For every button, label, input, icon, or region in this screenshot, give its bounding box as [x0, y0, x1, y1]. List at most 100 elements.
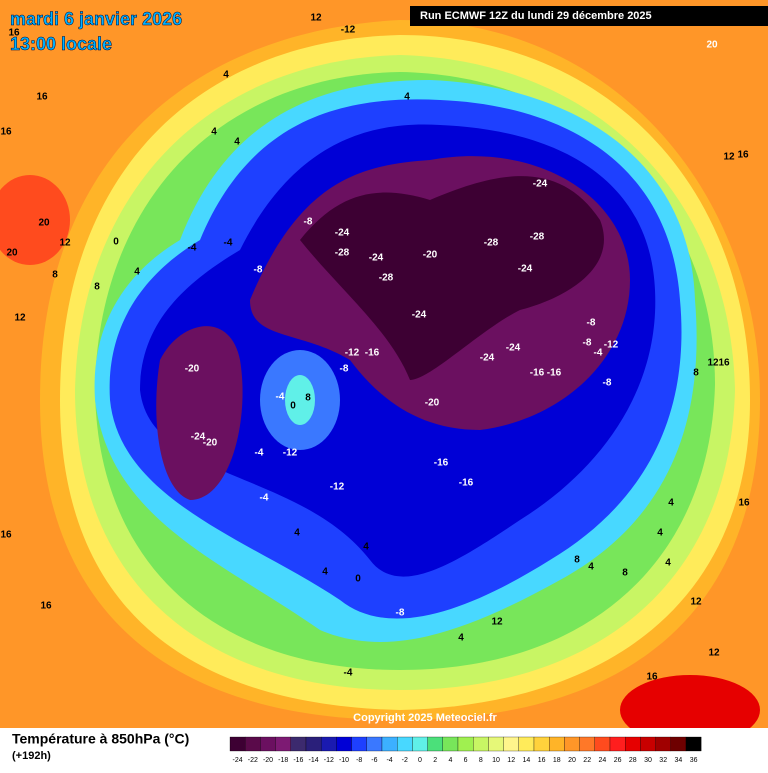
contour-label: 12	[59, 238, 71, 249]
contour-label: 16	[738, 498, 750, 509]
colorbar-swatch	[290, 736, 307, 752]
colorbar-tick-label: 36	[690, 757, 698, 764]
colorbar-swatch	[473, 736, 489, 752]
colorbar-swatch	[685, 736, 702, 752]
colorbar-swatch	[366, 736, 383, 752]
contour-label: 0	[113, 237, 119, 248]
colorbar-tick-label: 4	[448, 757, 452, 764]
contour-label: -16	[365, 348, 380, 359]
colorbar-swatch	[381, 736, 398, 752]
contour-label: 0	[290, 401, 296, 412]
contour-label: 8	[305, 393, 311, 404]
colorbar-tick-label: 10	[492, 757, 500, 764]
colorbar-tick-label: 16	[538, 757, 546, 764]
contour-label: -4	[276, 392, 285, 403]
colorbar-swatch	[549, 736, 565, 752]
colorbar-tick-label: -24	[233, 757, 243, 764]
contour-label: 12	[707, 358, 719, 369]
run-info: Run ECMWF 12Z du lundi 29 décembre 2025	[420, 10, 652, 22]
contour-label: 4	[588, 562, 594, 573]
contour-label: 8	[574, 555, 580, 566]
colorbar-swatch	[397, 736, 413, 752]
contour-label: -24	[335, 228, 350, 239]
contour-label: 4	[363, 542, 369, 553]
contour-label: -16	[530, 368, 545, 379]
colorbar-swatch	[594, 736, 611, 752]
colorbar-tick-label: -12	[324, 757, 334, 764]
contour-label: 4	[668, 498, 674, 509]
colorbar-tick-label: -8	[356, 757, 362, 764]
colorbar-tick-label: 32	[659, 757, 667, 764]
contour-label: 12	[708, 648, 720, 659]
colorbar-swatch	[427, 736, 443, 752]
colorbar-swatch	[229, 736, 246, 752]
contour-label: -20	[185, 364, 200, 375]
contour-label: 4	[458, 633, 464, 644]
contour-label: 12	[723, 152, 735, 163]
colorbar-tick-label: -16	[293, 757, 303, 764]
colorbar-tick-label: 12	[507, 757, 515, 764]
colorbar-swatch	[579, 736, 595, 752]
contour-label: -8	[587, 318, 596, 329]
colorbar-tick-label: 30	[644, 757, 652, 764]
colorbar-tick-label: 18	[553, 757, 561, 764]
contour-label: 20	[38, 218, 50, 229]
contour-label: -12	[330, 482, 345, 493]
colorbar-swatch	[412, 736, 428, 752]
colorbar-tick-label: 8	[479, 757, 483, 764]
colorbar-tick-label: -22	[248, 757, 258, 764]
colorbar-swatch	[457, 736, 474, 752]
colorbar-swatch	[564, 736, 580, 752]
contour-label: -24	[480, 353, 495, 364]
contour-label: -24	[518, 264, 533, 275]
contour-label: -24	[412, 310, 427, 321]
field-title: Température à 850hPa (°C)	[12, 731, 189, 747]
colorbar-swatch	[518, 736, 535, 752]
contour-label: 4	[134, 267, 140, 278]
contour-label: 4	[657, 528, 663, 539]
copyright: Copyright 2025 Meteociel.fr	[353, 712, 497, 724]
colorbar-tick-label: 0	[418, 757, 422, 764]
forecast-date: mardi 6 janvier 2026	[10, 9, 182, 29]
contour-label: 20	[706, 40, 718, 51]
colorbar-tick-label: -20	[263, 757, 273, 764]
contour-label: -16	[459, 478, 474, 489]
colorbar-swatch	[275, 736, 291, 752]
contour-label: -12	[345, 348, 360, 359]
contour-label: -8	[340, 364, 349, 375]
contour-label: -24	[369, 253, 384, 264]
colorbar-swatch	[503, 736, 519, 752]
contour-label: -20	[423, 250, 438, 261]
contour-label: 4	[294, 528, 300, 539]
colorbar-tick-label: 14	[523, 757, 531, 764]
contour-label: 16	[737, 150, 749, 161]
contour-label: -20	[425, 398, 440, 409]
colorbar-tick-label: 28	[629, 757, 637, 764]
colorbar-swatch	[321, 736, 337, 752]
contour-label: 16	[646, 672, 658, 683]
colorbar-tick-label: 26	[614, 757, 622, 764]
contour-label: 4	[234, 137, 240, 148]
contour-label: 16	[0, 530, 12, 541]
contour-label: -8	[254, 265, 263, 276]
contour-label: 16	[0, 127, 12, 138]
contour-label: -24	[533, 179, 548, 190]
contour-label: 8	[622, 568, 628, 579]
contour-label: 12	[690, 597, 702, 608]
contour-label: 20	[6, 248, 18, 259]
contour-label: -28	[335, 248, 350, 259]
contour-label: -8	[603, 378, 612, 389]
contour-label: -12	[604, 340, 619, 351]
colorbar-swatch	[245, 736, 261, 752]
contour-label: -8	[304, 217, 313, 228]
contour-label: -4	[188, 243, 197, 254]
contour-label: 16	[36, 92, 48, 103]
contour-label: -12	[283, 448, 298, 459]
contour-label: -4	[224, 238, 233, 249]
contour-label: -4	[255, 448, 264, 459]
colorbar-tick-label: 2	[433, 757, 437, 764]
colorbar-tick-label: 24	[599, 757, 607, 764]
contour-label: 16	[718, 358, 730, 369]
contour-label: 8	[693, 368, 699, 379]
